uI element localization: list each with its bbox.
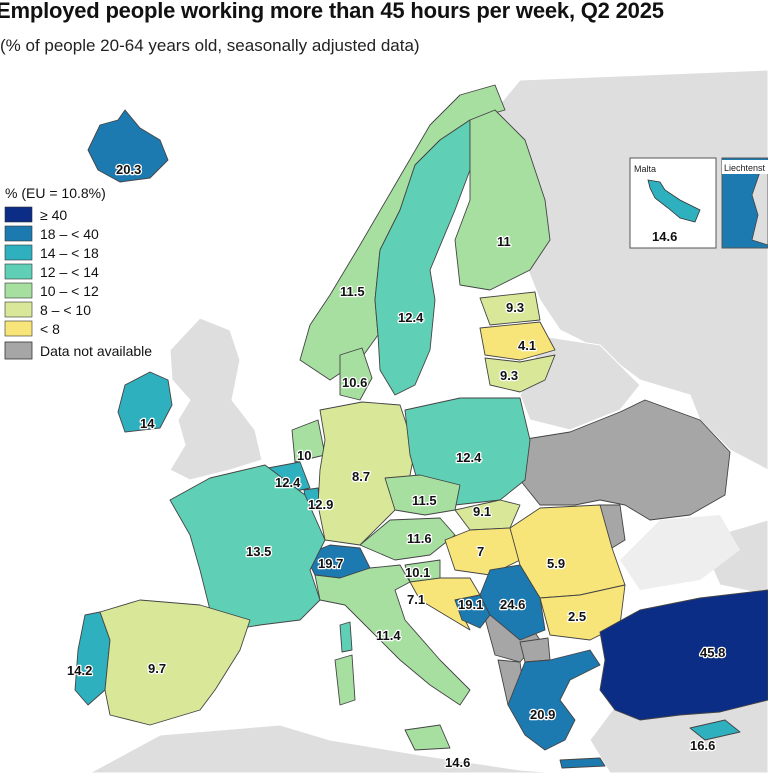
denmark-region xyxy=(339,347,373,401)
uk-land xyxy=(169,317,263,481)
legend-label-3: 12 – < 14 xyxy=(40,264,99,280)
map-subtitle: (% of people 20-64 years old, seasonally… xyxy=(0,36,420,55)
value-label-croatia: 7.1 xyxy=(407,592,425,607)
value-label-netherlands: 10 xyxy=(297,448,311,463)
map-title: Employed people working more than 45 hou… xyxy=(0,0,664,23)
slovakia-region xyxy=(454,499,521,531)
legend-label-6: < 8 xyxy=(40,321,60,337)
value-label-poland: 12.4 xyxy=(456,450,482,465)
greece-region xyxy=(507,649,601,751)
value-label-cyprus: 16.6 xyxy=(690,738,715,753)
legend-label-2: 14 – < 18 xyxy=(40,245,99,261)
latvia-region xyxy=(479,321,556,361)
value-label-germany: 8.7 xyxy=(352,469,370,484)
austria-region xyxy=(359,517,456,561)
value-label-ireland: 14 xyxy=(140,416,155,431)
value-label-france: 13.5 xyxy=(246,544,271,559)
value-label-slovakia: 9.1 xyxy=(473,504,491,519)
value-label-sweden: 12.4 xyxy=(398,310,424,325)
value-label-greece: 20.9 xyxy=(530,707,555,722)
value-label-hungary: 7 xyxy=(477,544,484,559)
value-label-estonia: 9.3 xyxy=(506,300,524,315)
value-label-portugal: 14.2 xyxy=(67,663,92,678)
lithuania-region xyxy=(484,354,556,393)
malta-value-label: 14.6 xyxy=(652,229,677,244)
europe-map: Malta 14.6 Liechtenst % (EU = 10.8%) ≥ 4… xyxy=(4,69,768,773)
malta-island xyxy=(647,179,701,223)
bosnia-region xyxy=(454,594,491,629)
value-label-lithuania: 9.3 xyxy=(500,368,518,383)
france-region xyxy=(169,464,326,631)
germany-region xyxy=(317,401,416,546)
value-labels: 20.3 14 11.5 12.4 11 9.3 4.1 9.3 10.6 10… xyxy=(66,161,727,772)
legend: % (EU = 10.8%) ≥ 40 18 – < 40 14 – < 18 12 … xyxy=(4,185,152,360)
cyprus-region xyxy=(689,719,741,741)
north-africa-land xyxy=(89,724,561,773)
spain-region xyxy=(99,599,251,726)
legend-label-0: ≥ 40 xyxy=(40,207,67,223)
value-label-switzerland: 19.7 xyxy=(318,556,343,571)
value-label-finland: 11 xyxy=(497,234,511,249)
ukraine-region xyxy=(519,399,731,521)
sicily-region xyxy=(404,724,451,751)
crete-region xyxy=(559,757,606,769)
value-label-turkey: 45.8 xyxy=(700,645,725,660)
black-sea xyxy=(620,515,740,590)
liechtenstein-border xyxy=(751,169,768,246)
value-label-bulgaria: 2.5 xyxy=(568,609,586,624)
value-label-sicily-malta: 14.6 xyxy=(445,755,470,770)
serbia-region xyxy=(479,564,546,641)
value-label-spain: 9.7 xyxy=(148,661,166,676)
finland-region xyxy=(454,109,551,291)
corsica-region xyxy=(339,621,353,653)
turkey-region xyxy=(599,589,768,721)
value-label-luxembourg: 12.9 xyxy=(308,497,333,512)
legend-swatch-0 xyxy=(4,206,33,223)
value-label-iceland: 20.3 xyxy=(116,162,141,177)
value-label-bosnia: 19.1 xyxy=(458,597,483,612)
sweden-region xyxy=(374,119,471,396)
value-label-denmark: 10.6 xyxy=(342,375,367,390)
value-label-norway: 11.5 xyxy=(340,284,365,299)
legend-swatch-1 xyxy=(4,225,33,242)
value-label-romania: 5.9 xyxy=(547,556,565,571)
value-label-latvia: 4.1 xyxy=(518,338,536,353)
liechtenstein-title-bg xyxy=(722,160,768,174)
malta-inset-title: Malta xyxy=(634,164,656,174)
ireland-region xyxy=(117,371,173,433)
liechtenstein-inset: Liechtenst xyxy=(721,157,768,249)
iceland-region xyxy=(87,109,169,183)
value-label-belgium: 12.4 xyxy=(275,475,301,490)
malta-inset: Malta 14.6 xyxy=(629,157,717,249)
value-label-italy: 11.4 xyxy=(376,628,401,643)
legend-label-5: 8 – < 10 xyxy=(40,302,91,318)
poland-region xyxy=(404,397,531,506)
legend-label-nodata: Data not available xyxy=(40,343,152,359)
legend-items: ≥ 40 18 – < 40 14 – < 18 12 – < 14 10 – < 12… xyxy=(4,206,99,337)
value-label-serbia: 24.6 xyxy=(500,597,525,612)
legend-swatch-5 xyxy=(4,301,33,318)
legend-swatch-nodata xyxy=(4,341,33,360)
italy-region xyxy=(314,564,471,706)
value-label-czechia: 11.5 xyxy=(412,493,437,508)
legend-label-4: 10 – < 12 xyxy=(40,283,99,299)
legend-swatch-3 xyxy=(4,263,33,280)
sardinia-region xyxy=(334,654,356,706)
value-label-austria: 11.6 xyxy=(407,531,432,546)
legend-swatch-4 xyxy=(4,282,33,299)
liechtenstein-inset-title: Liechtenst xyxy=(724,163,766,173)
legend-swatch-6 xyxy=(4,320,33,337)
legend-label-1: 18 – < 40 xyxy=(40,226,99,242)
legend-title: % (EU = 10.8%) xyxy=(5,185,106,201)
north-macedonia-region xyxy=(519,637,551,663)
value-label-slovenia: 10.1 xyxy=(405,565,430,580)
estonia-region xyxy=(479,291,541,326)
legend-swatch-2 xyxy=(4,244,33,261)
